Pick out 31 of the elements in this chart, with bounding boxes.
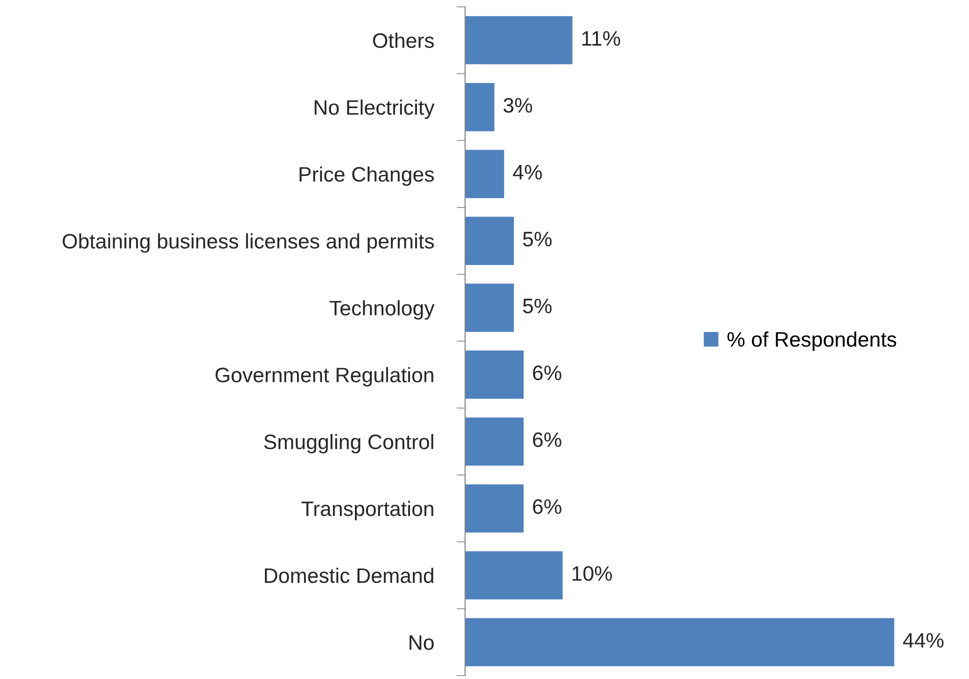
bar bbox=[465, 551, 563, 600]
y-tick-label: Transportation bbox=[302, 500, 434, 520]
y-tick-label: Technology bbox=[330, 300, 435, 320]
data-label: 5% bbox=[523, 298, 552, 314]
bar bbox=[465, 484, 524, 532]
bar bbox=[465, 417, 524, 466]
y-tick-label: Price Changes bbox=[300, 166, 434, 186]
bar bbox=[465, 618, 894, 666]
data-label: 44% bbox=[903, 633, 944, 648]
y-tick-label: Smuggling Control bbox=[264, 434, 434, 454]
bar bbox=[465, 150, 504, 198]
data-label: 3% bbox=[504, 98, 532, 113]
data-label: 10% bbox=[572, 566, 612, 581]
bar bbox=[465, 216, 514, 265]
data-label: 11% bbox=[582, 31, 620, 46]
data-label: 4% bbox=[512, 164, 542, 180]
y-tick-label: Others bbox=[373, 32, 434, 48]
data-label: 5% bbox=[523, 232, 552, 246]
data-label: 6% bbox=[533, 432, 562, 448]
data-label: 6% bbox=[533, 499, 562, 514]
y-tick-label: Domestic Demand bbox=[264, 568, 434, 584]
legend-label: % of Respondents bbox=[727, 331, 896, 351]
bar bbox=[465, 16, 572, 64]
y-tick-label: No bbox=[410, 635, 434, 650]
y-tick-label: Government Regulation bbox=[216, 367, 434, 387]
data-label: 6% bbox=[533, 365, 562, 380]
bar bbox=[465, 83, 494, 132]
y-tick-label: Obtaining business licenses and permits bbox=[62, 233, 434, 253]
y-tick-label: No Electricity bbox=[314, 100, 435, 119]
bar bbox=[465, 350, 524, 399]
bar bbox=[465, 284, 514, 332]
